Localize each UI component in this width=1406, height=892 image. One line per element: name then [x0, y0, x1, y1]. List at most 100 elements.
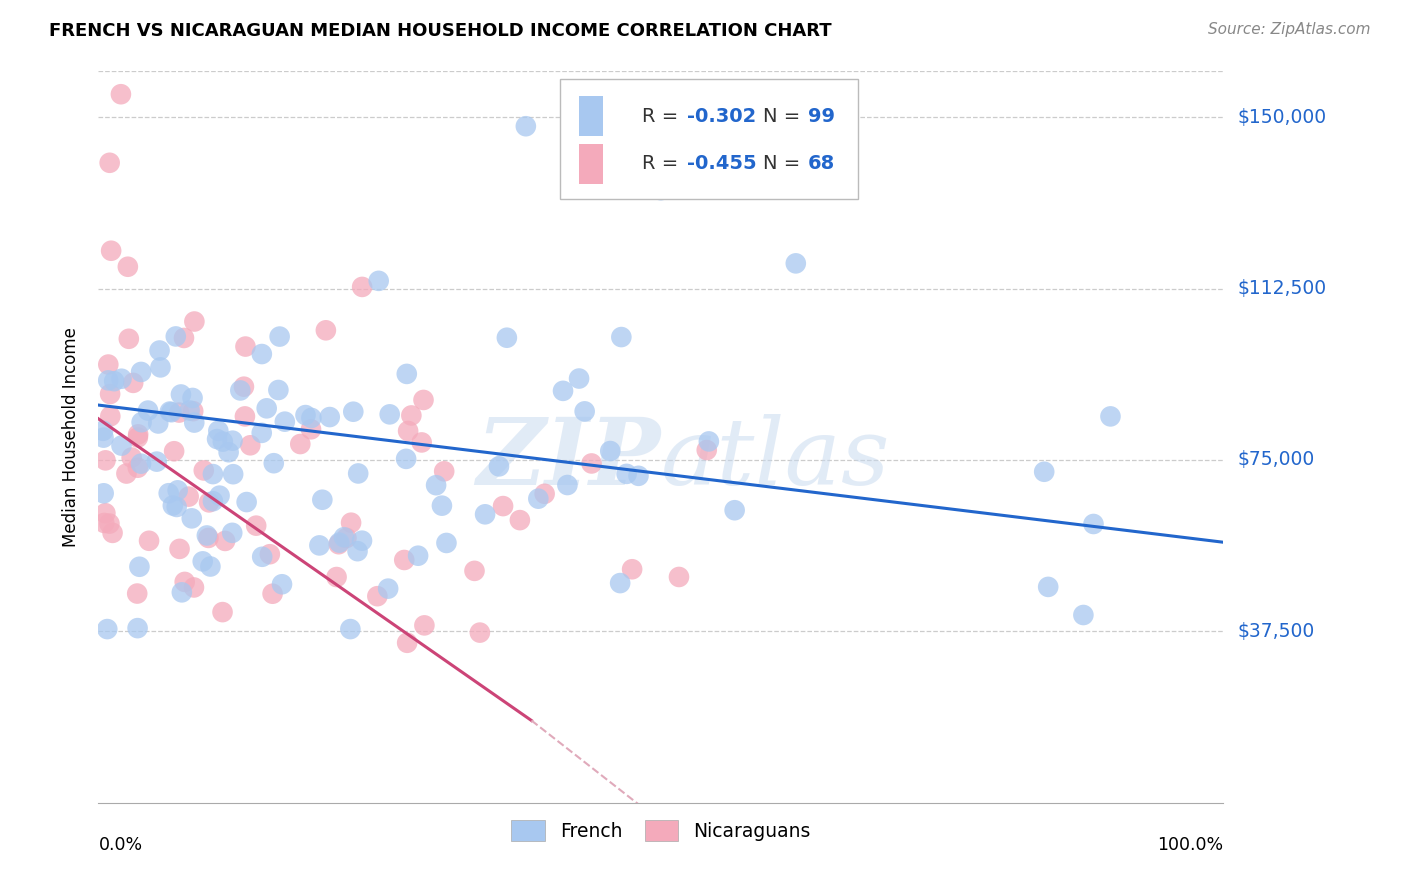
Text: ZIP: ZIP — [477, 414, 661, 504]
Text: R =: R = — [641, 107, 685, 126]
Point — [233, 409, 256, 424]
Point — [183, 416, 205, 430]
Point — [101, 525, 124, 540]
Point — [193, 463, 215, 477]
Point — [328, 537, 350, 551]
Point — [162, 499, 184, 513]
Point — [94, 506, 117, 520]
Point — [136, 403, 159, 417]
Point — [170, 387, 193, 401]
Point — [1073, 607, 1095, 622]
Point — [396, 424, 419, 438]
Point — [218, 445, 240, 459]
Point — [250, 425, 273, 440]
FancyBboxPatch shape — [579, 96, 603, 136]
Point — [557, 478, 579, 492]
Point — [160, 405, 183, 419]
Point — [250, 549, 273, 564]
Point — [163, 444, 186, 458]
Point — [267, 383, 290, 397]
Point — [103, 374, 125, 388]
Point — [127, 586, 149, 600]
Point — [165, 329, 187, 343]
Point — [127, 460, 149, 475]
Point — [122, 376, 145, 390]
Point — [269, 329, 291, 343]
Text: 100.0%: 100.0% — [1157, 836, 1223, 854]
FancyBboxPatch shape — [579, 144, 603, 184]
Text: -0.455: -0.455 — [686, 154, 756, 173]
Point — [97, 373, 120, 387]
Point — [492, 499, 515, 513]
Point — [94, 453, 117, 467]
Point — [180, 511, 202, 525]
Point — [610, 330, 633, 344]
Point — [245, 518, 267, 533]
Point — [93, 431, 115, 445]
Point — [394, 553, 416, 567]
Point — [650, 183, 672, 197]
Point — [335, 531, 357, 545]
Point — [581, 457, 603, 471]
Point — [724, 503, 747, 517]
Point — [328, 535, 350, 549]
Point — [697, 434, 720, 449]
Point — [91, 424, 114, 438]
Point — [574, 404, 596, 418]
Point — [96, 622, 118, 636]
Point — [463, 564, 485, 578]
Point — [117, 260, 139, 274]
Point — [198, 495, 221, 509]
Point — [599, 444, 621, 458]
Point — [97, 358, 120, 372]
Point — [166, 483, 188, 498]
Point — [474, 508, 496, 522]
Point — [294, 408, 316, 422]
Point — [232, 380, 254, 394]
Point — [527, 491, 550, 506]
Point — [129, 457, 152, 471]
Point — [406, 549, 429, 563]
Point — [1099, 409, 1122, 424]
Point — [179, 403, 201, 417]
Point — [515, 119, 537, 133]
Point — [411, 435, 433, 450]
Text: N =: N = — [763, 154, 807, 173]
Point — [166, 500, 188, 514]
Point — [395, 451, 418, 466]
Point — [208, 489, 231, 503]
Point — [118, 332, 141, 346]
Point — [131, 415, 153, 429]
Point — [211, 605, 233, 619]
Point — [221, 525, 243, 540]
Point — [235, 495, 257, 509]
Point — [350, 533, 373, 548]
Text: $150,000: $150,000 — [1237, 108, 1326, 127]
Point — [159, 404, 181, 418]
Point — [98, 516, 121, 531]
Point — [425, 478, 447, 492]
Point — [145, 455, 167, 469]
Point — [183, 314, 205, 328]
Point — [129, 365, 152, 379]
Point — [262, 587, 284, 601]
Point — [496, 331, 519, 345]
Point — [138, 533, 160, 548]
Point — [211, 434, 233, 449]
Point — [271, 577, 294, 591]
Point — [239, 438, 262, 452]
Point — [413, 618, 436, 632]
Text: -0.302: -0.302 — [686, 107, 756, 126]
Point — [256, 401, 278, 416]
Text: 99: 99 — [808, 107, 835, 126]
Point — [430, 499, 453, 513]
Point — [1038, 580, 1060, 594]
Point — [1083, 516, 1105, 531]
Point — [128, 559, 150, 574]
Text: N =: N = — [763, 107, 807, 126]
Point — [110, 87, 132, 102]
Point — [616, 467, 638, 481]
Point — [325, 570, 347, 584]
Point — [696, 443, 718, 458]
Point — [263, 456, 285, 470]
